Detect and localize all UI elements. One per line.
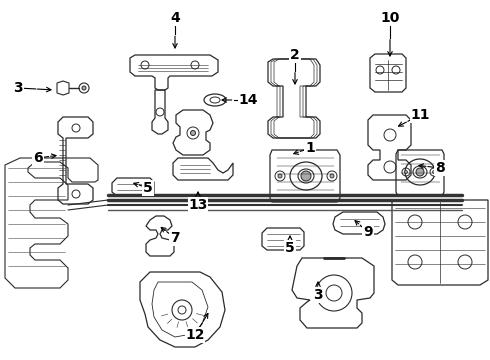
Text: 2: 2 [290, 48, 300, 62]
Circle shape [330, 174, 334, 178]
Text: 3: 3 [313, 288, 323, 302]
Text: 12: 12 [185, 328, 205, 342]
Circle shape [433, 171, 436, 174]
Text: 1: 1 [305, 141, 315, 155]
Text: 10: 10 [380, 11, 400, 25]
Text: 3: 3 [13, 81, 23, 95]
Circle shape [416, 168, 424, 176]
Text: 8: 8 [435, 161, 445, 175]
Circle shape [191, 130, 196, 135]
Text: 13: 13 [188, 198, 208, 212]
Text: 9: 9 [363, 225, 373, 239]
Circle shape [301, 171, 311, 181]
Circle shape [82, 86, 86, 90]
Text: 7: 7 [170, 231, 180, 245]
Text: 6: 6 [33, 151, 43, 165]
Text: 5: 5 [285, 241, 295, 255]
Circle shape [405, 171, 408, 174]
Circle shape [278, 174, 282, 178]
Text: 4: 4 [170, 11, 180, 25]
Text: 11: 11 [410, 108, 430, 122]
Text: 14: 14 [238, 93, 258, 107]
Text: 5: 5 [143, 181, 153, 195]
